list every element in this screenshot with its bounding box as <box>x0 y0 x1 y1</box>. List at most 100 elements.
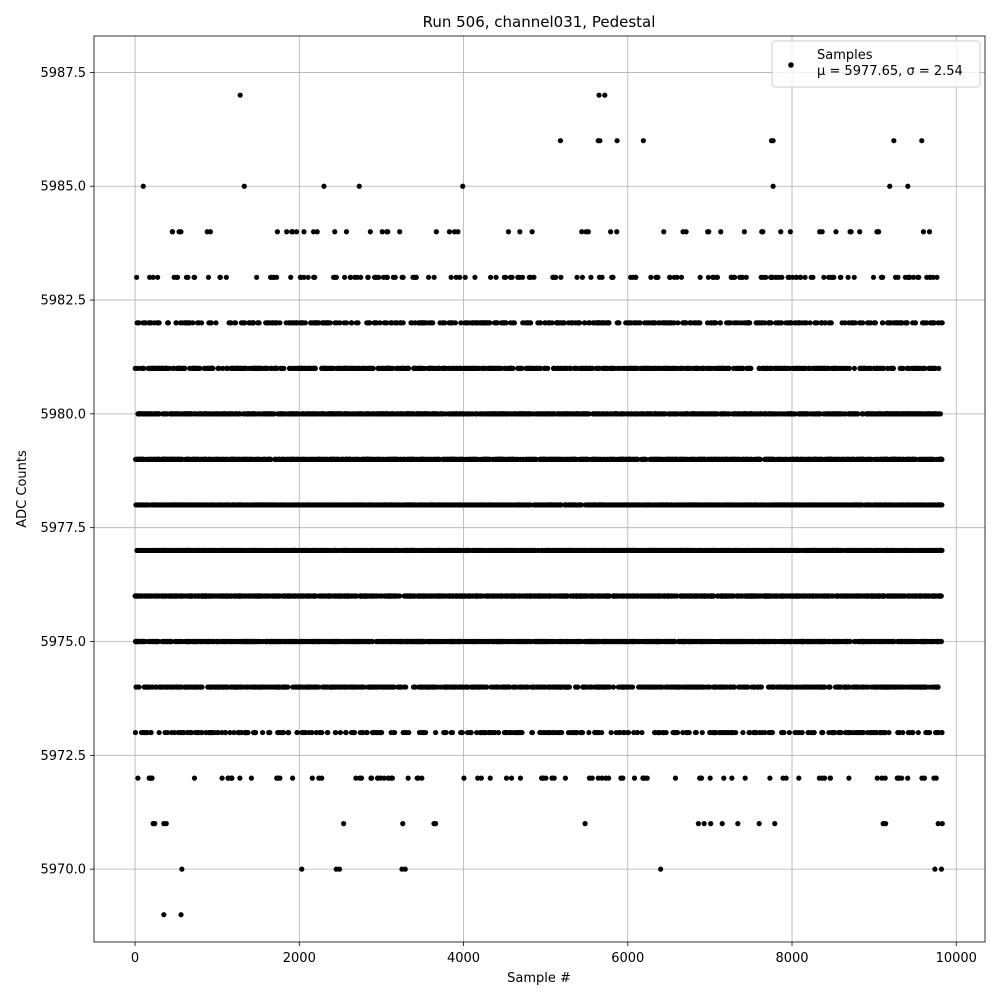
data-point <box>522 638 528 645</box>
data-point <box>806 729 812 736</box>
data-point <box>337 729 343 736</box>
data-point <box>749 684 755 690</box>
data-point <box>442 729 448 736</box>
data-point <box>801 684 807 690</box>
data-point <box>248 684 254 690</box>
data-point <box>912 684 918 690</box>
data-point <box>820 729 826 736</box>
data-point <box>716 684 722 690</box>
data-point <box>203 729 209 736</box>
data-point <box>199 729 205 736</box>
data-point <box>397 684 403 690</box>
data-point <box>428 638 434 645</box>
data-point <box>620 775 626 781</box>
data-point <box>369 775 375 781</box>
data-point <box>257 638 263 645</box>
data-point <box>855 729 861 736</box>
data-point <box>676 684 682 690</box>
data-point <box>695 593 701 599</box>
data-point <box>631 729 637 736</box>
data-point <box>225 775 231 781</box>
data-point <box>910 729 916 736</box>
data-point <box>136 638 142 645</box>
data-point <box>277 775 283 781</box>
data-point <box>319 638 325 645</box>
data-point <box>734 593 740 599</box>
data-point <box>660 729 666 736</box>
data-point <box>886 638 893 645</box>
data-point <box>214 638 220 645</box>
data-point <box>620 684 627 690</box>
data-point <box>524 684 530 690</box>
data-point <box>292 593 298 599</box>
data-point <box>685 593 692 599</box>
data-point <box>373 729 380 736</box>
data-point <box>742 638 748 645</box>
data-point <box>805 638 811 645</box>
data-point <box>531 684 537 690</box>
data-point <box>527 638 533 645</box>
data-point <box>621 593 627 599</box>
data-point <box>774 684 781 690</box>
data-point <box>610 593 616 599</box>
data-point <box>846 593 852 599</box>
data-point <box>844 638 850 645</box>
data-point <box>205 638 211 645</box>
data-point <box>194 593 200 599</box>
data-point <box>576 638 582 645</box>
data-point <box>594 638 601 645</box>
data-point <box>923 593 929 599</box>
data-point <box>517 775 524 781</box>
data-point <box>218 638 225 645</box>
data-point <box>793 638 800 645</box>
data-point <box>878 638 884 645</box>
data-point <box>137 593 144 599</box>
data-point <box>851 729 857 736</box>
data-point <box>817 684 824 690</box>
data-point <box>868 638 874 645</box>
data-point <box>149 775 155 781</box>
data-point <box>345 593 351 599</box>
data-point <box>267 729 273 736</box>
data-point <box>411 684 418 690</box>
data-point <box>309 775 315 781</box>
data-point <box>789 684 795 690</box>
data-point <box>310 638 316 645</box>
data-point <box>379 593 385 599</box>
data-point <box>179 593 185 599</box>
data-point <box>908 638 914 645</box>
data-point <box>183 684 189 690</box>
data-point <box>737 684 743 690</box>
data-point <box>448 684 454 690</box>
data-point <box>275 729 281 736</box>
data-point <box>495 729 502 736</box>
data-point <box>141 638 147 645</box>
data-point <box>168 638 175 645</box>
data-point <box>293 638 299 645</box>
data-point <box>449 729 456 736</box>
data-point <box>689 684 695 690</box>
data-point <box>624 638 630 645</box>
data-point <box>755 684 761 690</box>
data-point <box>742 775 748 781</box>
data-point <box>231 684 238 690</box>
data-point <box>316 593 322 599</box>
data-point <box>510 593 517 599</box>
data-point <box>537 729 543 736</box>
data-point <box>547 729 553 736</box>
data-point <box>857 638 863 645</box>
data-point <box>625 729 631 736</box>
data-point <box>712 684 718 690</box>
data-point <box>437 593 443 599</box>
data-point <box>529 729 535 736</box>
data-point <box>494 593 501 599</box>
data-point <box>811 729 817 736</box>
data-point <box>346 638 352 645</box>
data-point <box>582 638 588 645</box>
data-point <box>534 638 540 645</box>
data-point <box>311 593 317 599</box>
data-point <box>158 593 165 599</box>
data-point <box>231 729 237 736</box>
data-point <box>397 593 403 599</box>
data-point <box>768 638 775 645</box>
